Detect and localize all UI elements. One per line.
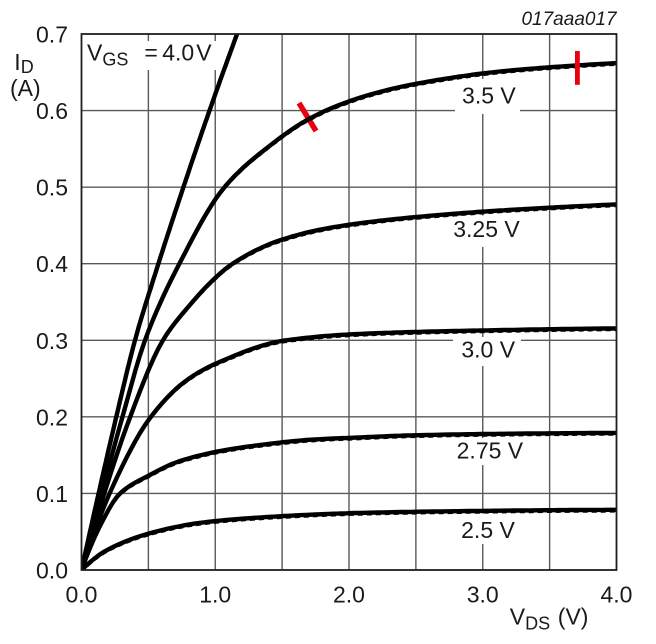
svg-text:0.1: 0.1 <box>36 481 68 507</box>
svg-text:4.0: 4.0 <box>601 582 633 608</box>
svg-text:=: = <box>144 40 157 66</box>
svg-text:3.5 V: 3.5 V <box>462 82 516 108</box>
svg-text:3.0: 3.0 <box>467 582 499 608</box>
svg-text:3.25 V: 3.25 V <box>453 216 520 242</box>
svg-text:0.5: 0.5 <box>36 175 68 201</box>
svg-text:0.4: 0.4 <box>36 251 68 277</box>
svg-text:0.7: 0.7 <box>36 22 68 48</box>
svg-text:017aaa017: 017aaa017 <box>521 9 618 30</box>
svg-text:4.0: 4.0 <box>162 40 194 66</box>
svg-text:1.0: 1.0 <box>199 582 231 608</box>
svg-text:2.75 V: 2.75 V <box>457 438 524 464</box>
svg-text:(V): (V) <box>558 604 589 630</box>
svg-text:0.0: 0.0 <box>36 558 68 584</box>
svg-text:V: V <box>196 40 212 66</box>
svg-text:2.5 V: 2.5 V <box>461 517 515 543</box>
svg-text:0.6: 0.6 <box>36 98 68 124</box>
svg-text:3.0 V: 3.0 V <box>461 336 515 362</box>
svg-text:0.0: 0.0 <box>66 582 98 608</box>
svg-text:(A): (A) <box>10 75 41 101</box>
svg-text:2.0: 2.0 <box>333 582 365 608</box>
svg-text:0.2: 0.2 <box>36 404 68 430</box>
svg-text:0.3: 0.3 <box>36 328 68 354</box>
